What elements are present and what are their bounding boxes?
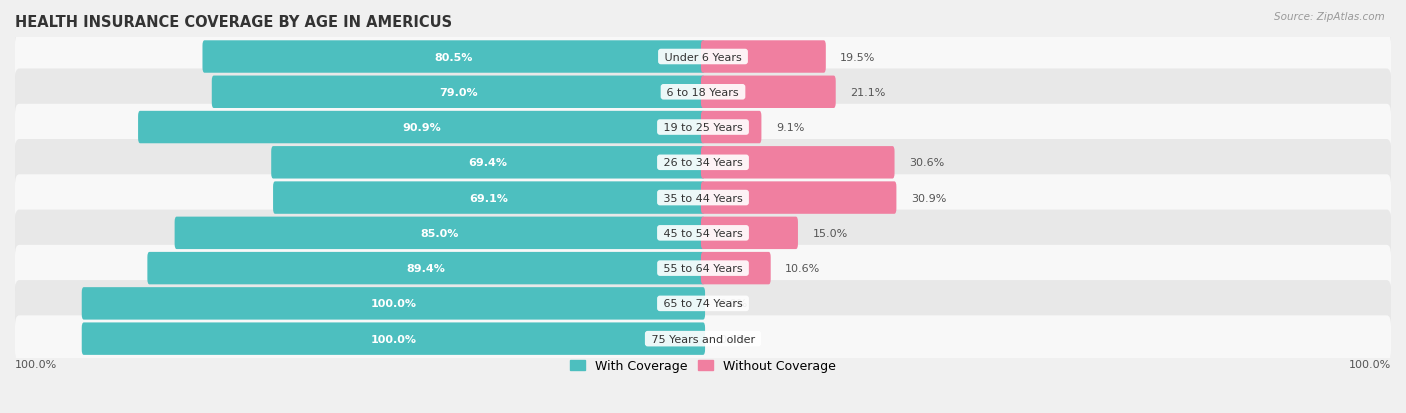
Text: 0.0%: 0.0% [720,334,748,344]
FancyBboxPatch shape [15,209,1391,256]
FancyBboxPatch shape [15,33,1391,80]
FancyBboxPatch shape [82,323,704,355]
FancyBboxPatch shape [15,140,1391,186]
FancyBboxPatch shape [202,41,704,74]
Text: 45 to 54 Years: 45 to 54 Years [659,228,747,238]
FancyBboxPatch shape [273,182,704,214]
FancyBboxPatch shape [15,210,1391,256]
Text: 26 to 34 Years: 26 to 34 Years [659,158,747,168]
Text: 100.0%: 100.0% [15,359,58,369]
FancyBboxPatch shape [702,217,799,249]
Text: Under 6 Years: Under 6 Years [661,52,745,62]
FancyBboxPatch shape [15,244,1391,291]
FancyBboxPatch shape [702,41,825,74]
Text: 89.4%: 89.4% [406,263,446,273]
FancyBboxPatch shape [15,139,1391,185]
FancyBboxPatch shape [15,104,1391,150]
FancyBboxPatch shape [271,147,704,179]
Text: 19.5%: 19.5% [841,52,876,62]
Text: 10.6%: 10.6% [785,263,820,273]
Text: 75 Years and older: 75 Years and older [648,334,758,344]
FancyBboxPatch shape [15,174,1391,220]
FancyBboxPatch shape [702,147,894,179]
Text: 69.1%: 69.1% [470,193,509,203]
Text: 65 to 74 Years: 65 to 74 Years [659,299,747,309]
FancyBboxPatch shape [702,182,897,214]
Legend: With Coverage, Without Coverage: With Coverage, Without Coverage [565,355,841,377]
Text: 69.4%: 69.4% [468,158,508,168]
FancyBboxPatch shape [138,112,704,144]
FancyBboxPatch shape [15,69,1391,116]
Text: 80.5%: 80.5% [434,52,472,62]
FancyBboxPatch shape [702,112,762,144]
Text: 30.6%: 30.6% [910,158,945,168]
Text: 100.0%: 100.0% [370,299,416,309]
FancyBboxPatch shape [15,245,1391,292]
FancyBboxPatch shape [15,34,1391,81]
Text: 85.0%: 85.0% [420,228,458,238]
Text: 9.1%: 9.1% [776,123,804,133]
FancyBboxPatch shape [15,175,1391,221]
FancyBboxPatch shape [212,76,704,109]
Text: 6 to 18 Years: 6 to 18 Years [664,88,742,97]
Text: 100.0%: 100.0% [370,334,416,344]
FancyBboxPatch shape [15,280,1391,327]
FancyBboxPatch shape [15,279,1391,326]
Text: 100.0%: 100.0% [1348,359,1391,369]
FancyBboxPatch shape [702,76,835,109]
FancyBboxPatch shape [15,316,1391,362]
Text: 90.9%: 90.9% [402,123,441,133]
Text: 35 to 44 Years: 35 to 44 Years [659,193,747,203]
Text: Source: ZipAtlas.com: Source: ZipAtlas.com [1274,12,1385,22]
Text: 19 to 25 Years: 19 to 25 Years [659,123,747,133]
Text: 21.1%: 21.1% [851,88,886,97]
FancyBboxPatch shape [148,252,704,285]
FancyBboxPatch shape [82,287,704,320]
Text: 0.0%: 0.0% [720,299,748,309]
Text: HEALTH INSURANCE COVERAGE BY AGE IN AMERICUS: HEALTH INSURANCE COVERAGE BY AGE IN AMER… [15,15,453,30]
FancyBboxPatch shape [15,315,1391,361]
Text: 30.9%: 30.9% [911,193,946,203]
FancyBboxPatch shape [15,104,1391,151]
FancyBboxPatch shape [15,68,1391,115]
Text: 15.0%: 15.0% [813,228,848,238]
FancyBboxPatch shape [174,217,704,249]
Text: 55 to 64 Years: 55 to 64 Years [659,263,747,273]
FancyBboxPatch shape [702,252,770,285]
Text: 79.0%: 79.0% [439,88,478,97]
